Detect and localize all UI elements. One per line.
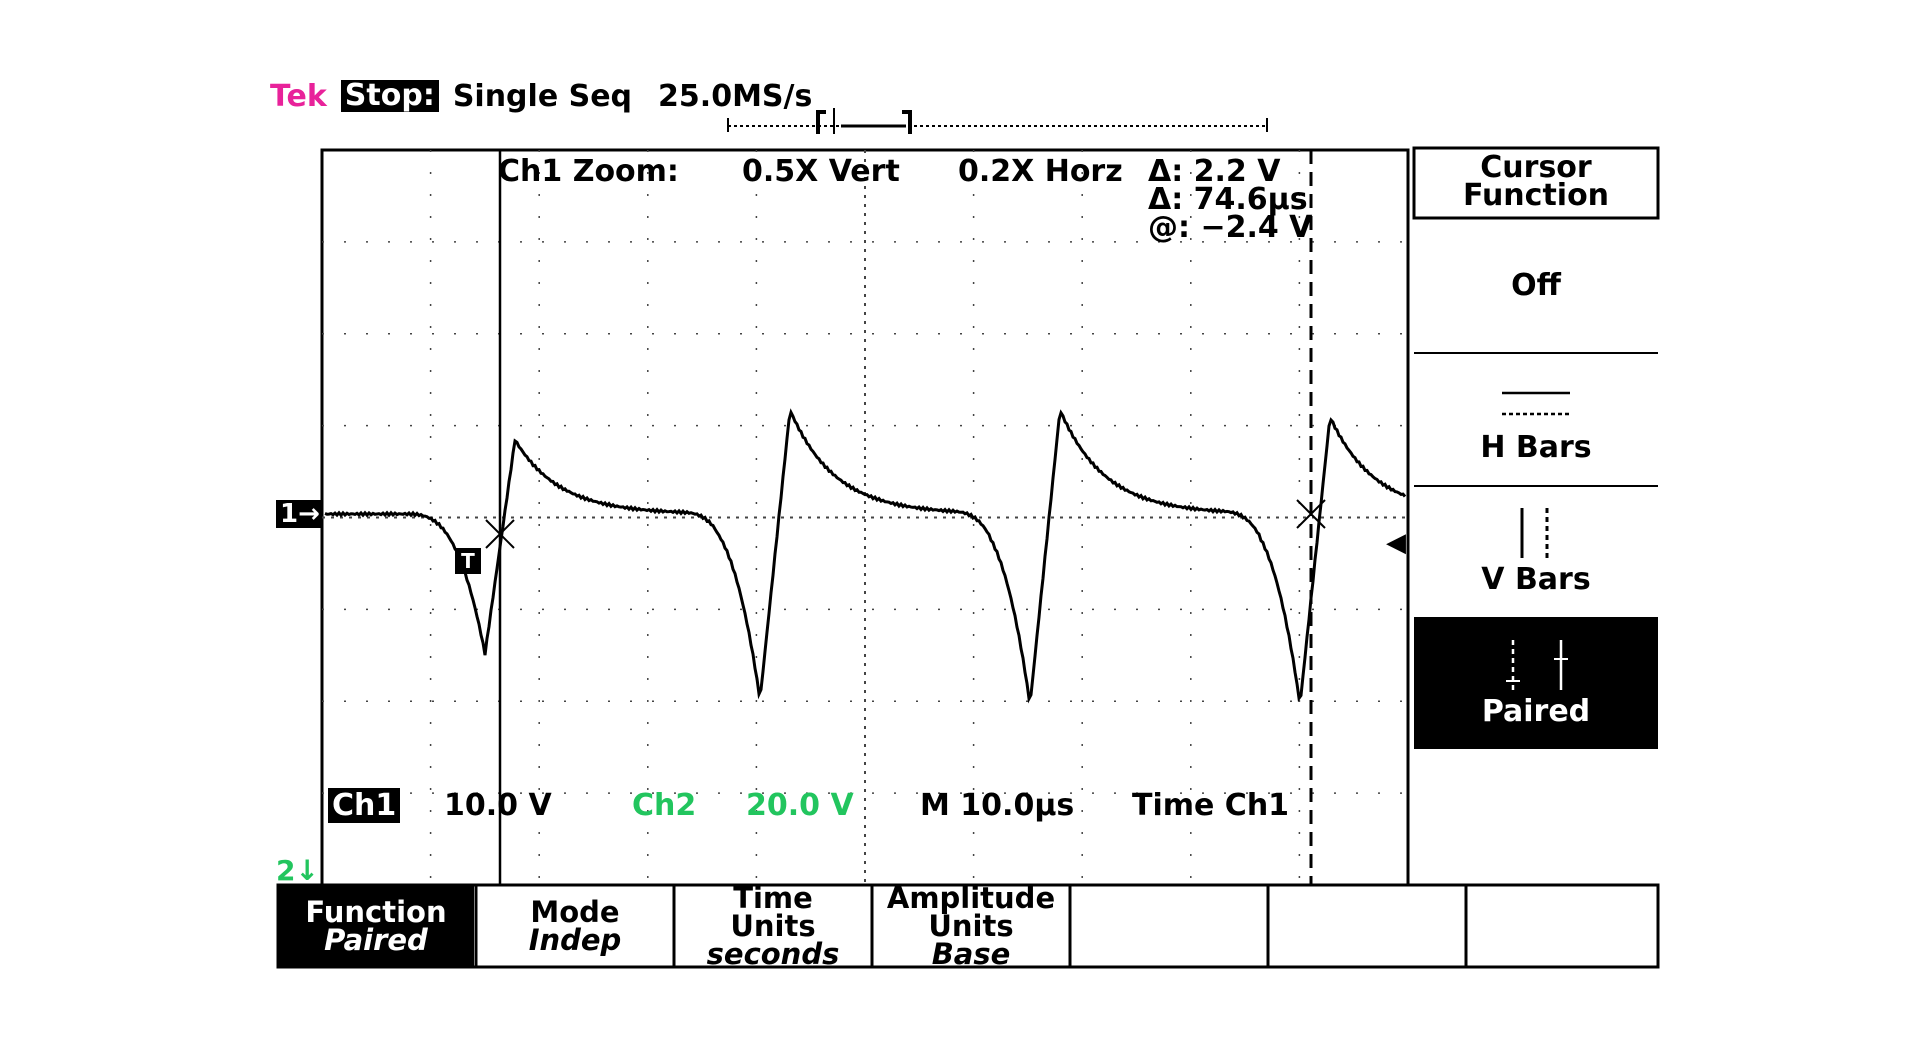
delta-time: Δ: 74.6μs	[1148, 182, 1308, 217]
softkey-function-value: Paired	[324, 923, 428, 957]
timebase: M 10.0μs	[920, 788, 1075, 823]
side-title-line2: Function	[1462, 178, 1610, 213]
ch2-scale: 20.0 V	[746, 788, 854, 823]
paired-icon	[1506, 640, 1568, 690]
brand-label: Tek	[270, 78, 327, 114]
ch2-ground-marker[interactable]: 2↓	[276, 854, 319, 887]
cursor-1-marker	[485, 519, 515, 549]
softkey-time-units-label: Time Units	[730, 881, 816, 943]
softkey-amplitude-units[interactable]: Amplitude Units Base	[872, 881, 1070, 971]
delta-voltage: Δ: 2.2 V	[1148, 154, 1281, 189]
side-button-off[interactable]: Off	[1511, 268, 1561, 303]
ch1-ground-marker[interactable]: 1→	[276, 500, 322, 528]
status-line: Tek Stop: Single Seq 25.0MS/s	[270, 78, 812, 114]
ch1-waveform	[324, 408, 1407, 704]
softkey-mode[interactable]: Mode Indep	[476, 885, 674, 967]
trigger-position-marker: T	[455, 548, 481, 574]
softkey-empty-6[interactable]	[1268, 885, 1466, 967]
side-button-hbars[interactable]: H Bars	[1480, 430, 1592, 465]
side-button-paired[interactable]: Paired	[1481, 694, 1591, 729]
softkey-amplitude-units-label: Amplitude Units	[886, 881, 1056, 943]
softkey-empty-7[interactable]	[1466, 885, 1658, 967]
vert-zoom: 0.5X Vert	[742, 154, 900, 189]
side-button-vbars[interactable]: V Bars	[1481, 562, 1591, 597]
softkey-function-label: Function	[305, 895, 447, 929]
zoom-label: Ch1 Zoom:	[498, 154, 679, 189]
paired-selected-bg	[1414, 617, 1658, 749]
side-title-line1: Cursor	[1480, 150, 1592, 185]
softkey-time-units[interactable]: Time Units seconds	[674, 881, 872, 971]
function-softkey-bg	[278, 885, 474, 967]
sample-rate: 25.0MS/s	[658, 78, 813, 114]
ch1-label: Ch1	[328, 788, 401, 823]
ch1-scale: 10.0 V	[444, 788, 552, 823]
softkey-mode-label: Mode	[530, 895, 620, 929]
hbars-icon	[1502, 391, 1570, 416]
cursor-level: @: −2.4 V	[1148, 210, 1313, 245]
vbars-icon	[1520, 508, 1549, 558]
run-state-badge: Stop:	[340, 80, 439, 112]
trigger-level-arrow-icon: ◀	[1386, 528, 1406, 558]
horz-zoom: 0.2X Horz	[958, 154, 1123, 189]
softkey-time-units-value: seconds	[706, 937, 840, 971]
softkey-mode-value: Indep	[528, 923, 622, 957]
softkey-empty-5[interactable]	[1070, 885, 1268, 967]
softkey-amplitude-units-value: Base	[931, 937, 1011, 971]
acquisition-mode: Single Seq	[452, 78, 633, 114]
side-menu-title-frame	[1412, 146, 1660, 220]
ch2-label: Ch2	[632, 788, 697, 823]
softkey-function[interactable]: Function Paired	[278, 885, 474, 967]
trigger-source: Time Ch1	[1132, 788, 1290, 823]
record-position-bar	[727, 108, 1268, 134]
side-menu-title: Cursor Function	[1414, 150, 1658, 213]
cursor-2-marker	[1296, 499, 1326, 529]
